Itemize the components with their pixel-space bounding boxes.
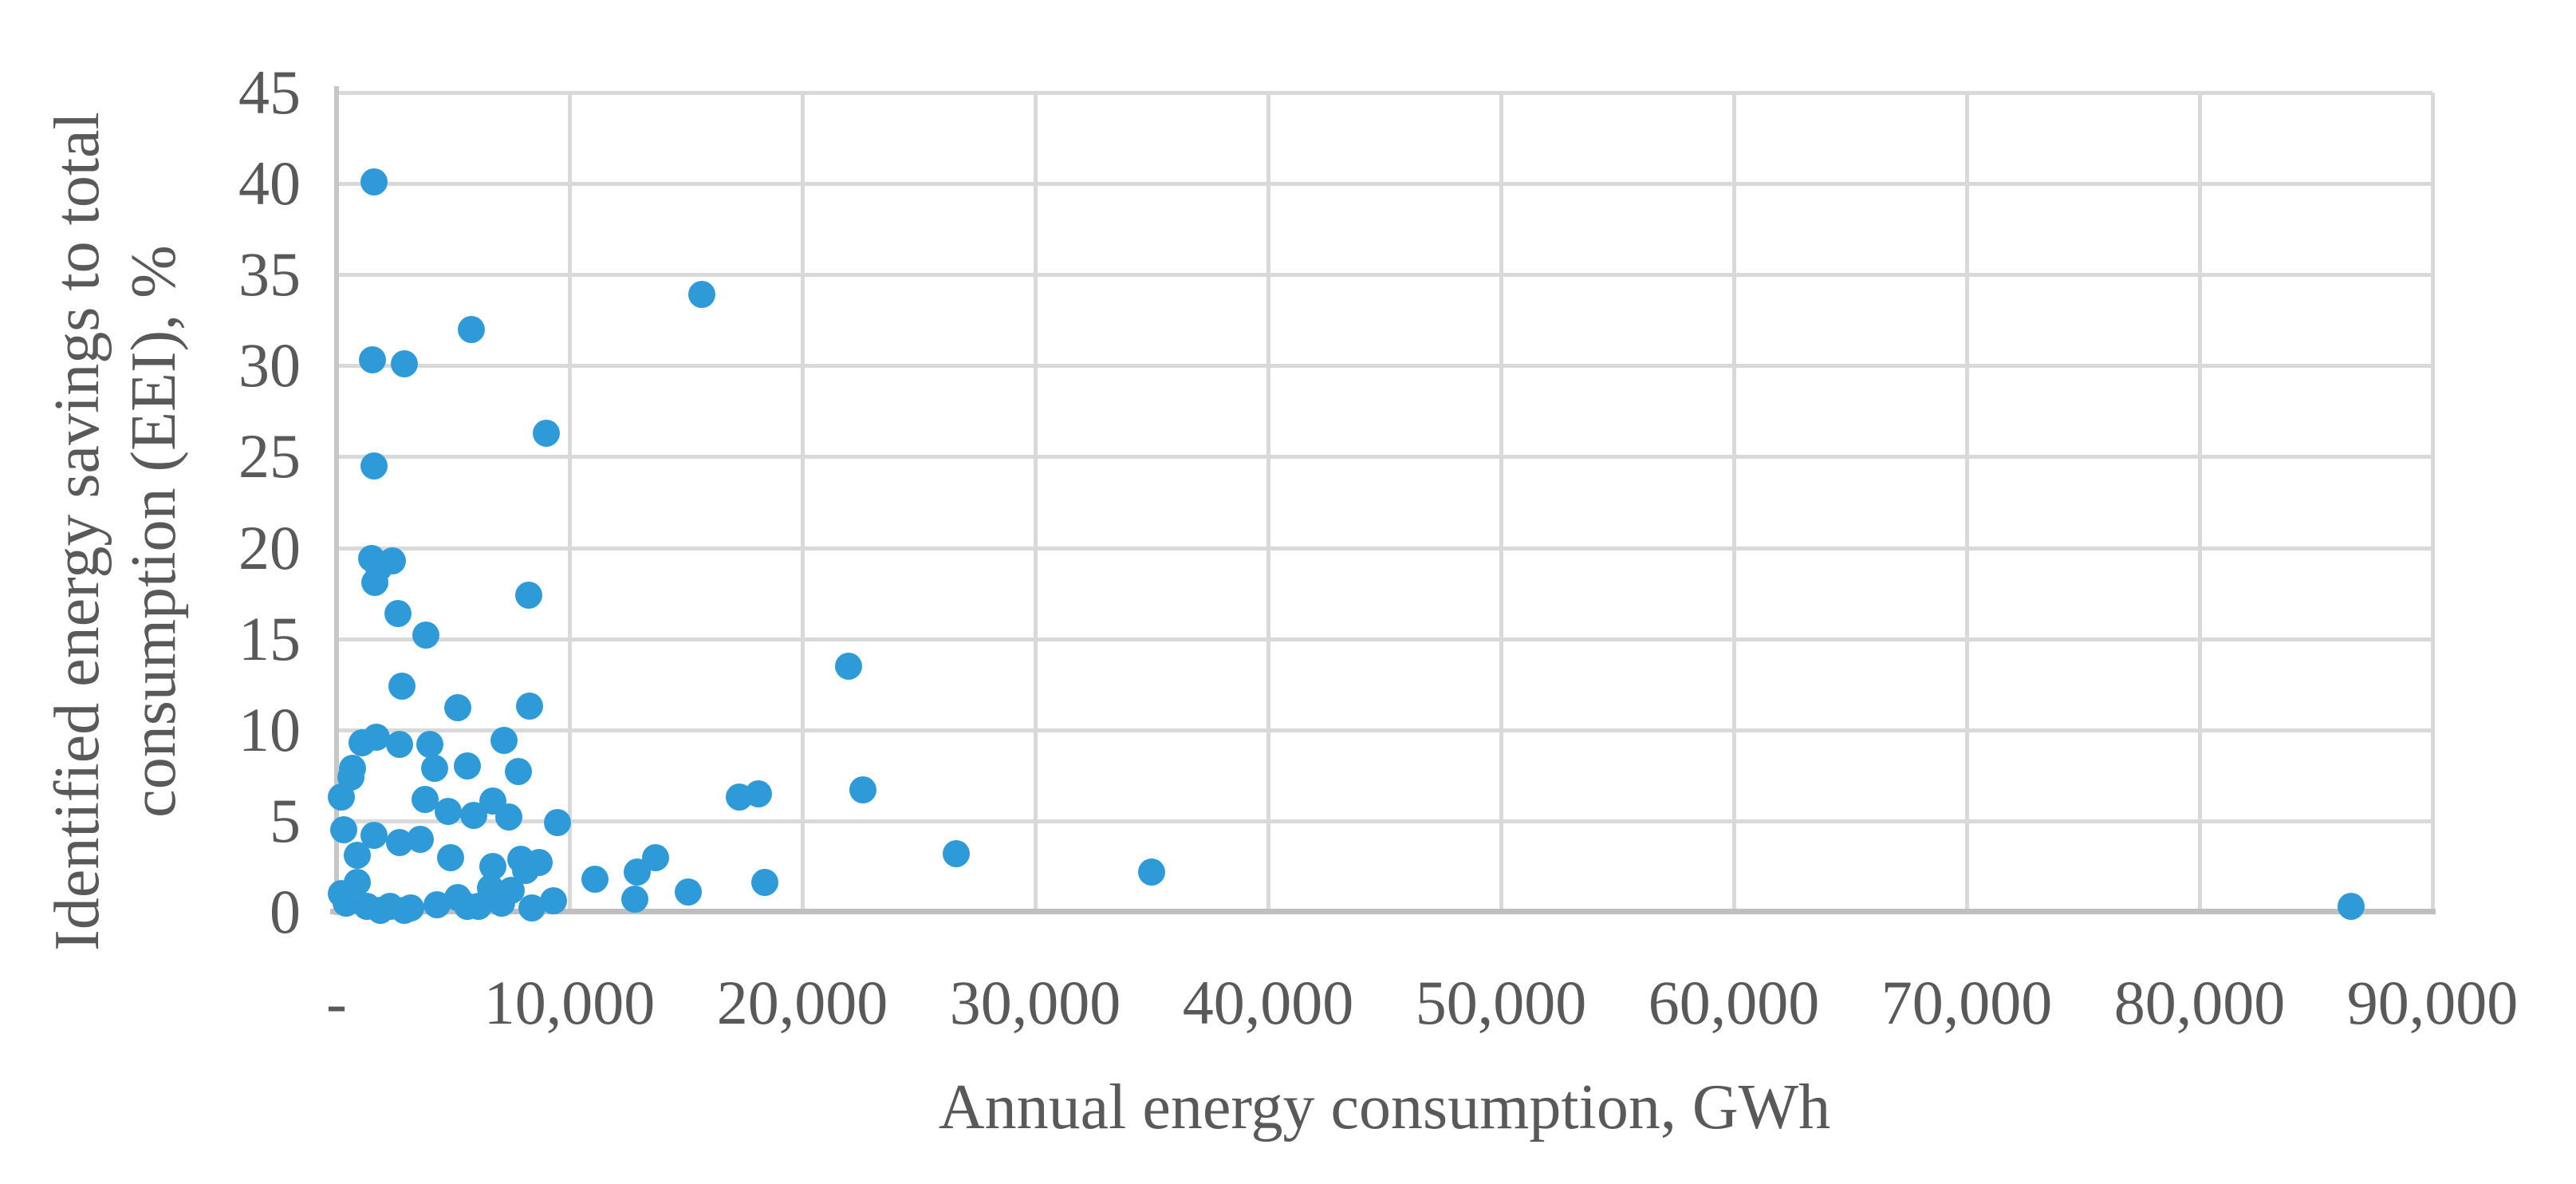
data-point — [942, 839, 970, 867]
data-point — [435, 798, 463, 826]
h-gridline-15 — [337, 637, 2432, 641]
y-tick-label-40: 40 — [238, 148, 301, 219]
data-point — [360, 452, 388, 480]
data-point — [688, 281, 716, 309]
data-point — [390, 896, 418, 924]
data-point — [488, 889, 516, 917]
data-point — [443, 694, 471, 722]
y-tick-label-30: 30 — [238, 330, 301, 401]
data-point — [620, 886, 648, 914]
data-point — [362, 723, 390, 751]
y-tick-label-20: 20 — [238, 512, 301, 582]
x-tick-label-40,000: 40,000 — [1182, 968, 1354, 1037]
v-gridline-70000 — [1965, 93, 1969, 912]
data-point — [490, 727, 518, 755]
v-gridline-40000 — [1266, 93, 1270, 912]
data-point — [329, 816, 357, 844]
h-gridline-25 — [337, 455, 2432, 460]
x-tick-label-0: - — [326, 968, 347, 1037]
data-point — [420, 754, 448, 782]
x-tick-label-10,000: 10,000 — [483, 968, 656, 1037]
h-gridline-40 — [337, 182, 2432, 187]
data-point — [544, 809, 572, 837]
h-gridline-35 — [337, 273, 2432, 278]
data-point — [390, 350, 418, 378]
v-gridline-60000 — [1732, 93, 1736, 912]
data-point — [388, 673, 416, 700]
x-axis-line — [330, 909, 2436, 914]
data-point — [532, 419, 560, 447]
x-tick-label-30,000: 30,000 — [949, 968, 1121, 1037]
v-gridline-20000 — [801, 93, 805, 912]
h-gridline-45 — [337, 91, 2432, 95]
y-tick-label-0: 0 — [270, 877, 301, 946]
data-point — [384, 599, 412, 627]
h-gridline-10 — [337, 728, 2432, 732]
y-axis-line — [334, 86, 339, 915]
data-point — [411, 785, 439, 813]
x-tick-label-20,000: 20,000 — [716, 968, 888, 1037]
y-tick-label-35: 35 — [238, 239, 301, 310]
plot-area — [327, 86, 2436, 924]
x-axis-title: Annual energy consumption, GWh — [938, 1072, 1831, 1143]
x-tick-label-70,000: 70,000 — [1881, 968, 2053, 1037]
data-point — [514, 581, 542, 609]
data-point — [581, 865, 609, 893]
data-point — [2337, 893, 2365, 921]
data-point — [539, 887, 567, 915]
x-tick-label-90,000: 90,000 — [2346, 968, 2519, 1037]
data-point — [623, 858, 651, 886]
h-gridline-20 — [337, 546, 2432, 551]
v-gridline-30000 — [1034, 93, 1038, 912]
data-point — [751, 869, 779, 897]
x-tick-label-60,000: 60,000 — [1648, 968, 1820, 1037]
y-tick-label-5: 5 — [270, 785, 301, 855]
data-point — [516, 693, 544, 720]
data-point — [458, 315, 486, 343]
data-point — [360, 168, 388, 195]
x-tick-label-50,000: 50,000 — [1415, 968, 1587, 1037]
data-point — [416, 731, 443, 759]
h-gridline-30 — [337, 364, 2432, 369]
v-gridline-80000 — [2198, 93, 2202, 912]
data-point — [344, 842, 372, 870]
data-point — [359, 346, 387, 374]
y-tick-label-25: 25 — [238, 421, 301, 491]
data-point — [453, 893, 481, 921]
data-point — [1138, 858, 1165, 886]
v-gridline-50000 — [1499, 93, 1503, 912]
data-point — [495, 803, 523, 831]
data-point — [849, 776, 876, 804]
y-tick-label-45: 45 — [238, 57, 301, 127]
v-gridline-90000 — [2431, 93, 2435, 912]
h-gridline-5 — [337, 819, 2432, 823]
data-point — [361, 568, 389, 596]
y-tick-label-10: 10 — [238, 694, 301, 764]
data-point — [437, 843, 465, 871]
x-tick-label-80,000: 80,000 — [2113, 968, 2286, 1037]
v-gridline-10000 — [568, 93, 572, 912]
data-point — [460, 802, 488, 830]
data-point — [412, 622, 440, 649]
y-tick-label-15: 15 — [238, 603, 301, 673]
data-point — [835, 652, 863, 680]
data-point — [407, 825, 435, 853]
data-point — [327, 783, 355, 811]
data-point — [453, 752, 481, 780]
data-point — [744, 779, 772, 807]
data-point — [674, 878, 702, 906]
data-point — [367, 896, 395, 924]
data-point — [385, 731, 413, 759]
data-point — [504, 758, 532, 786]
